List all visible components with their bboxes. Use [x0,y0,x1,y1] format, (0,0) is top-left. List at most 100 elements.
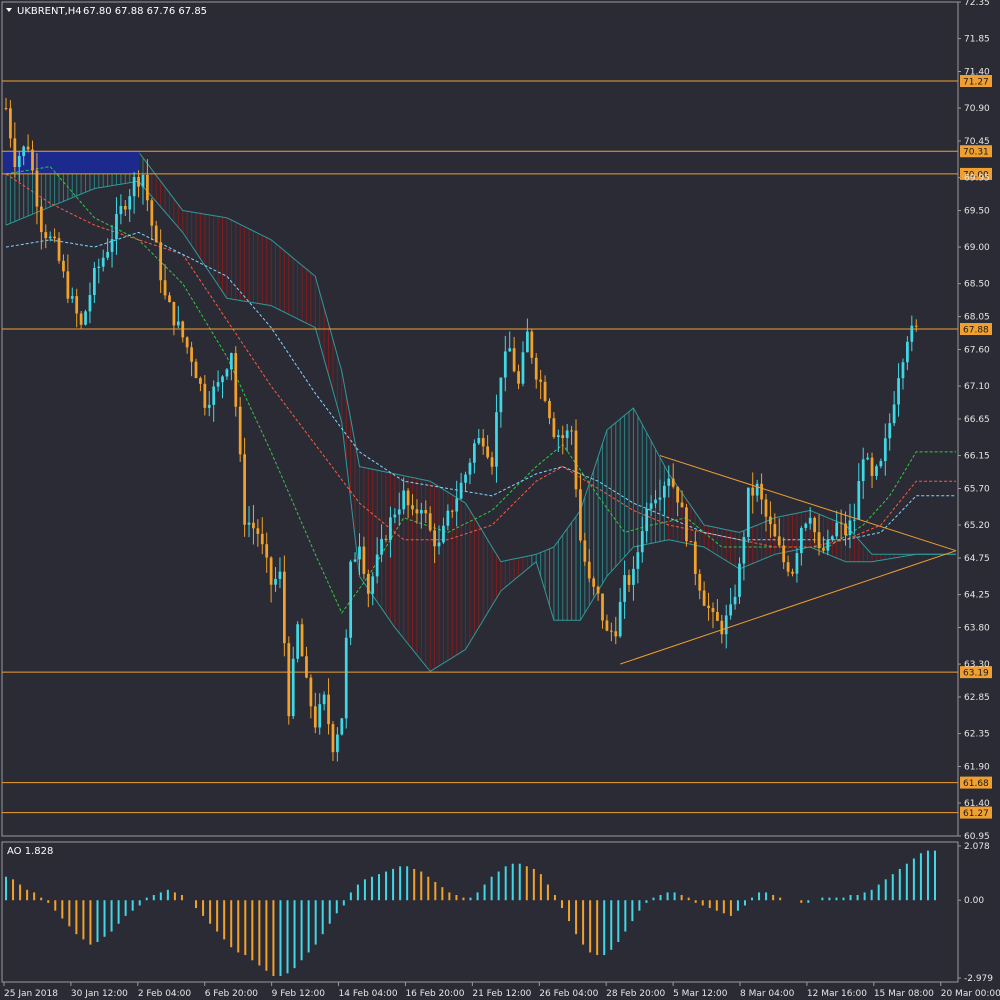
candle-body [760,483,763,500]
candle-body [172,301,176,326]
price-tick-label: 60.95 [964,832,990,842]
candle-body [353,559,357,562]
price-tick-label: 69.95 [964,174,990,184]
ohlc-readout: 67.80 67.88 67.76 67.85 [83,6,207,17]
candle-body [371,576,375,594]
candle-body [442,525,445,543]
candle-body [906,341,909,363]
triangle-pattern[interactable] [620,455,957,665]
candle-body [804,523,808,529]
ma-slow-line [5,231,956,541]
price-tick-label: 72.35 [964,0,990,8]
ichimoku-cloud [5,151,956,673]
time-tick-label: 2 Feb 04:00 [138,989,192,999]
price-tick-label: 64.75 [964,554,990,564]
candle-body [181,321,185,338]
candle-body [769,516,772,525]
candle-body [287,643,291,717]
candle-body [879,461,883,467]
level-badge [960,167,992,180]
candle-body [711,608,715,612]
candle-body [477,438,481,444]
candle-body [35,170,39,207]
triangle-lower-line[interactable] [620,550,957,665]
candle-body [234,353,238,407]
candle-body [742,536,746,564]
candle-body [534,357,538,380]
candle-body [141,174,145,187]
level-badge [960,776,992,789]
candle-body [243,454,246,525]
level-badge [960,323,992,336]
candle-body [883,438,887,462]
price-tick-label: 68.05 [964,313,990,323]
candle-body [791,571,794,574]
price-tick-label: 65.70 [964,485,990,495]
ao-pane-border [1,841,959,983]
candle-body [609,630,613,632]
candle-body [415,509,419,514]
candle-body [393,514,397,518]
candle-body [773,524,777,537]
candle-body [698,573,702,591]
candle-body [486,446,489,458]
price-tick-label: 67.10 [964,382,990,392]
candle-body [636,552,640,569]
candle-body [623,575,626,602]
candle-body [539,379,543,382]
candle-body [419,510,423,514]
candle-body [225,369,229,377]
candle-body [702,590,706,606]
time-tick-label: 12 Mar 16:00 [807,989,867,999]
candle-body [150,200,154,226]
time-tick-label: 28 Feb 20:00 [606,989,665,999]
level-badge-label: 67.88 [963,326,989,336]
level-badge [960,806,992,819]
candle-body [570,430,573,432]
candle-body [720,620,724,635]
candle-body [84,311,87,325]
candle-body [212,386,216,405]
candle-body [62,260,65,272]
cloud-span-a [5,151,956,563]
candle-body [746,487,750,537]
price-tick-label: 62.85 [964,693,990,703]
candle-body [764,499,768,517]
price-tick-label: 63.30 [964,660,990,670]
candle-body [853,519,856,521]
time-tick-label: 16 Feb 20:00 [405,989,464,999]
candle-body [556,435,560,438]
candle-body [389,517,392,540]
candle-body [397,509,401,515]
candle-body [888,423,892,439]
triangle-upper-line[interactable] [659,455,957,552]
candle-body [97,266,101,269]
candle-body [839,522,843,524]
candle-body [216,382,220,387]
price-axis[interactable]: 72.35 71.85 71.40 70.90 70.45 69.95 69.50 69.00… [958,0,990,842]
candle-body [221,376,224,383]
candle-body [870,457,874,476]
candle-body [313,706,317,728]
candle-body [331,724,335,753]
level-badge-label: 61.68 [963,779,989,789]
candle-body [671,478,675,487]
candle-body [66,271,70,299]
dropdown-arrow-icon[interactable] [6,8,12,12]
candle-body [552,418,556,438]
ao-tick-label: 2.078 [964,842,990,852]
candle-body [875,466,878,476]
candle-body [658,497,662,500]
horizontal-levels[interactable]: 71.27 70.31 70.00 67.88 63.19 61.68 61.27 [2,75,992,819]
candle-body [238,406,242,455]
time-tick-label: 9 Feb 12:00 [272,989,326,999]
candle-body [137,176,140,187]
candle-body [517,371,520,384]
candle-body [786,562,790,572]
price-tick-label: 68.50 [964,280,990,290]
candle-body [22,146,26,157]
candle-body [627,575,631,585]
candle-body [424,510,428,514]
time-axis[interactable]: 25 Jan 2018 30 Jan 12:00 2 Feb 04:00 6 Feb … [3,982,1000,999]
